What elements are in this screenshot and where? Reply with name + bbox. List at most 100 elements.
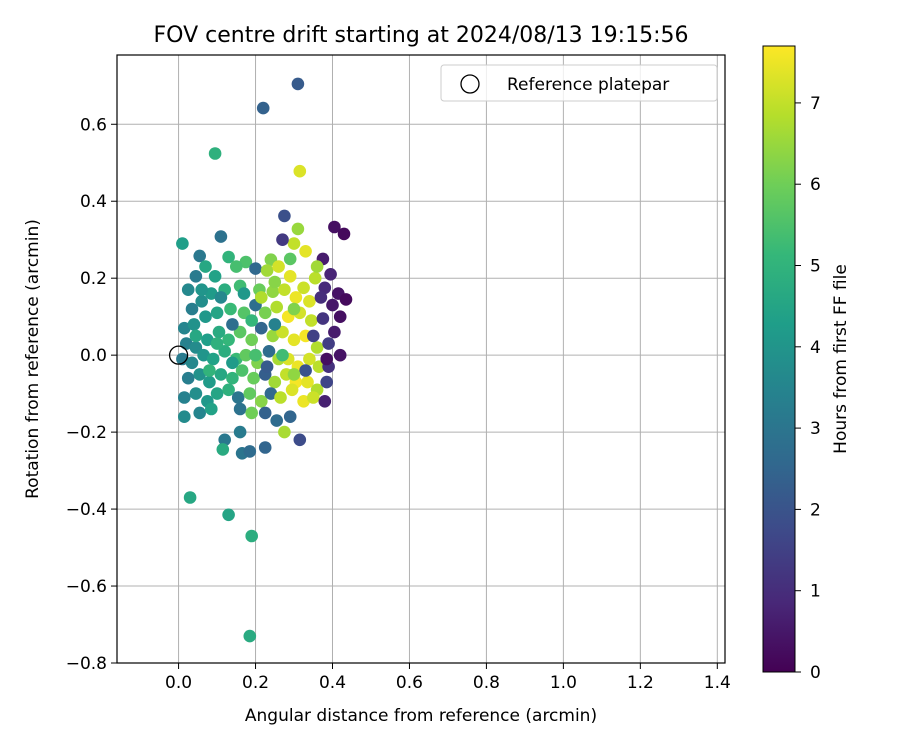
data-point bbox=[262, 345, 276, 358]
data-point bbox=[268, 375, 282, 389]
data-point bbox=[176, 352, 189, 366]
data-point bbox=[256, 101, 270, 115]
y-tick-label: −0.4 bbox=[66, 500, 107, 520]
data-point bbox=[208, 147, 222, 160]
data-point bbox=[254, 291, 268, 304]
data-point bbox=[210, 306, 224, 320]
plot-frame bbox=[116, 54, 726, 664]
data-point bbox=[307, 391, 320, 404]
data-point bbox=[312, 360, 326, 374]
data-point bbox=[212, 325, 226, 339]
data-point bbox=[189, 270, 203, 283]
x-tick-label: 0.6 bbox=[396, 673, 423, 693]
data-point bbox=[195, 283, 208, 297]
data-point bbox=[233, 325, 247, 339]
data-point bbox=[258, 306, 272, 320]
x-axis-ticks: 0.0 0.2 0.4 0.6 0.8 1.0 1.2 1.4 bbox=[165, 663, 731, 693]
data-point bbox=[245, 333, 258, 347]
data-point bbox=[205, 287, 218, 300]
data-point bbox=[214, 291, 228, 304]
data-point bbox=[299, 364, 312, 377]
data-point bbox=[276, 348, 289, 362]
data-point bbox=[266, 285, 280, 299]
data-point bbox=[285, 383, 299, 397]
data-point bbox=[320, 375, 334, 389]
data-point bbox=[276, 233, 289, 246]
grid-lines bbox=[117, 55, 725, 664]
data-point bbox=[268, 275, 282, 289]
data-point bbox=[316, 312, 330, 325]
legend-marker-icon bbox=[460, 74, 480, 94]
chart-title: FOV centre drift starting at 2024/08/13 … bbox=[154, 23, 689, 48]
data-point bbox=[233, 425, 247, 439]
data-point bbox=[203, 364, 216, 377]
data-point bbox=[243, 445, 257, 458]
data-point bbox=[303, 295, 316, 308]
data-point bbox=[243, 387, 257, 400]
y-tick-label: 0.4 bbox=[80, 192, 107, 212]
data-point bbox=[260, 264, 274, 277]
data-point bbox=[237, 306, 251, 320]
data-point bbox=[260, 360, 274, 374]
data-point bbox=[243, 629, 257, 643]
data-point bbox=[216, 443, 230, 456]
data-point bbox=[189, 341, 203, 354]
data-point bbox=[276, 325, 289, 339]
data-point bbox=[195, 295, 208, 308]
data-point bbox=[199, 310, 212, 324]
data-point bbox=[314, 291, 328, 304]
data-point bbox=[299, 245, 312, 258]
data-point bbox=[318, 395, 332, 408]
data-point bbox=[208, 270, 222, 283]
data-point bbox=[339, 293, 353, 306]
data-point bbox=[249, 262, 262, 275]
data-point bbox=[324, 268, 337, 281]
data-point bbox=[318, 281, 332, 295]
data-point bbox=[239, 255, 253, 269]
data-point bbox=[197, 348, 210, 362]
data-point bbox=[297, 395, 310, 408]
data-point bbox=[203, 375, 216, 389]
colorbar-label: Hours from first FF file bbox=[831, 264, 851, 454]
data-point bbox=[222, 383, 235, 397]
colorbar-tick-label: 4 bbox=[810, 338, 821, 358]
colorbar-gradient bbox=[762, 45, 796, 673]
data-point bbox=[293, 164, 307, 178]
x-axis-label: Angular distance from reference (arcmin) bbox=[245, 706, 597, 726]
x-tick-label: 0.8 bbox=[473, 673, 500, 693]
data-point bbox=[287, 333, 301, 347]
data-point bbox=[205, 402, 218, 416]
y-tick-label: −0.2 bbox=[66, 423, 107, 443]
data-point bbox=[270, 300, 284, 314]
data-point bbox=[245, 529, 258, 543]
data-point bbox=[181, 283, 195, 297]
data-point bbox=[258, 406, 272, 420]
data-point bbox=[270, 414, 284, 427]
data-point bbox=[322, 337, 335, 350]
data-point bbox=[199, 260, 212, 273]
data-point bbox=[254, 321, 268, 335]
data-point bbox=[305, 314, 318, 327]
data-point bbox=[222, 508, 235, 522]
data-point bbox=[187, 318, 201, 331]
reference-marker bbox=[168, 345, 189, 365]
data-point bbox=[297, 281, 310, 295]
colorbar-tick-label: 1 bbox=[810, 582, 821, 602]
data-point bbox=[201, 333, 214, 347]
data-point bbox=[337, 227, 351, 241]
data-point bbox=[303, 352, 316, 366]
y-tick-label: −0.8 bbox=[66, 654, 107, 674]
data-point bbox=[214, 230, 228, 243]
data-point bbox=[307, 329, 320, 343]
reference-platepar-marker bbox=[168, 345, 189, 365]
y-tick-label: 0.0 bbox=[80, 346, 107, 366]
x-tick-label: 1.4 bbox=[704, 673, 731, 693]
data-point bbox=[274, 391, 287, 404]
data-point bbox=[178, 391, 191, 404]
data-point bbox=[278, 283, 291, 297]
data-point bbox=[206, 352, 220, 366]
data-point bbox=[310, 260, 324, 273]
data-points bbox=[176, 77, 353, 643]
